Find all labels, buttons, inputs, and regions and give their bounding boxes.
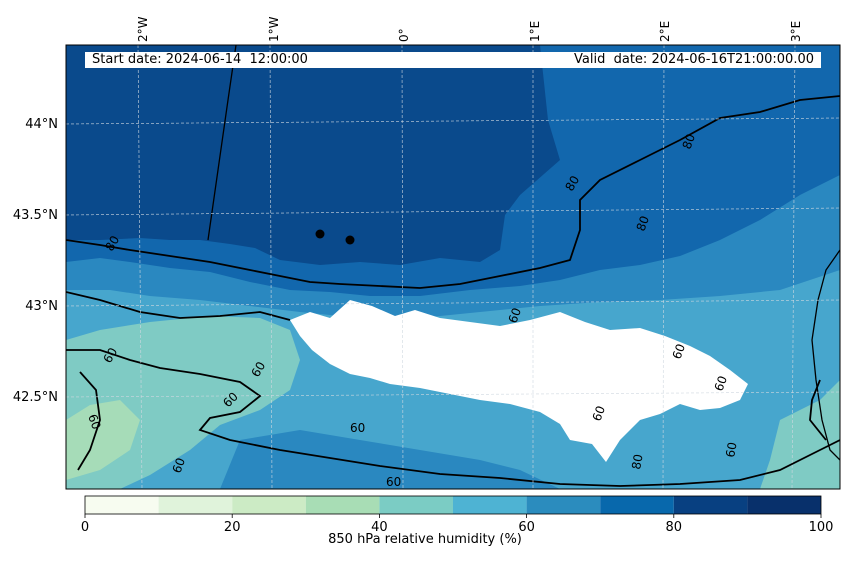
contour-label: 80: [102, 233, 122, 253]
contour-label: 60: [170, 456, 188, 475]
contour-label: 60: [723, 441, 739, 458]
lon-label: 1°W: [267, 16, 281, 42]
contour-label: 60: [85, 412, 103, 431]
graticule: [66, 45, 840, 489]
colorbar-tick: 0: [81, 520, 89, 535]
humidity-90-100-region: [66, 45, 560, 265]
contour-label: 80: [634, 214, 652, 233]
colorbar-tick: 60: [518, 520, 535, 535]
colorbar-tick: 20: [224, 520, 241, 535]
station-marker: [345, 235, 355, 245]
contour-label: 60: [712, 374, 730, 393]
contour-80-b: [66, 291, 291, 321]
contour-label: 80: [629, 453, 645, 470]
contour-60-b: [77, 371, 101, 471]
contour-label: 60: [350, 421, 365, 435]
contour-labels: 80 80 80 60 60 60 60 60 60 60 60 60 80 6…: [85, 132, 739, 489]
humidity-field: 80 80 80 60 60 60 60 60 60 60 60 60 80 6…: [66, 45, 840, 489]
coastline: [207, 45, 237, 241]
colorbar: 0 20 40 60 80 100: [81, 495, 834, 535]
contour-label: 60: [100, 345, 120, 365]
start-date-label: Start date: 2024-06-14 12:00:00: [92, 52, 308, 67]
contour-label: 80: [680, 132, 698, 151]
lon-label: 3°E: [789, 21, 803, 42]
colorbar-tick: 100: [809, 520, 834, 535]
contour-label: 80: [562, 173, 582, 193]
lon-axis-labels: 2°W 1°W 0° 1°E 2°E 3°E: [136, 16, 803, 42]
valid-date-label: Valid date: 2024-06-16T21:00:00.00: [574, 52, 814, 67]
station-marker: [315, 229, 325, 239]
lat-label: 42.5°N: [13, 390, 58, 405]
lon-label: 1°E: [528, 21, 542, 42]
lon-label: 2°W: [136, 16, 150, 42]
lat-axis-labels: 44°N 43.5°N 43°N 42.5°N: [13, 117, 58, 405]
colorbar-tick: 40: [371, 520, 388, 535]
lon-label: 0°: [397, 28, 411, 42]
colorbar-tick: 80: [666, 520, 683, 535]
contour-label: 60: [386, 475, 401, 489]
contour-label: 60: [590, 404, 608, 423]
terrain-mask: [290, 300, 748, 462]
lon-label: 2°E: [658, 21, 672, 42]
contour-80: [66, 95, 840, 289]
lat-label: 44°N: [25, 117, 58, 132]
contour-label: 60: [670, 342, 688, 361]
colorbar-label: 850 hPa relative humidity (%): [328, 532, 522, 547]
contour-label: 60: [506, 306, 524, 325]
lat-label: 43°N: [25, 299, 58, 314]
lat-label: 43.5°N: [13, 208, 58, 223]
contour-60: [66, 349, 840, 487]
map-frame: [65, 44, 841, 490]
contour-label: 60: [248, 359, 268, 379]
date-info-bar: Start date: 2024-06-14 12:00:00 Valid da…: [85, 52, 821, 68]
